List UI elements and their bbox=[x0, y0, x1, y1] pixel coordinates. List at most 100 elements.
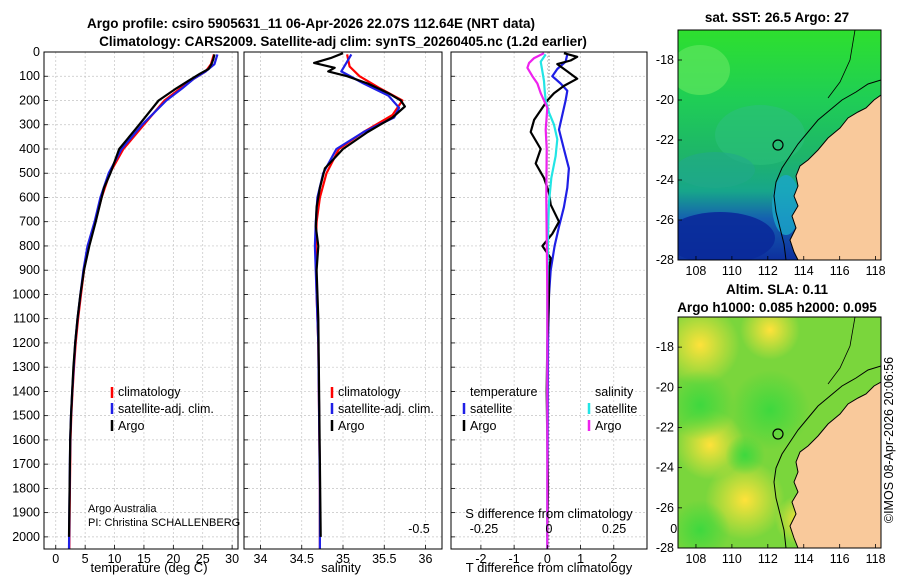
land-mass bbox=[789, 381, 881, 548]
y-tick-label: 2000 bbox=[12, 530, 40, 544]
sla-map-title-1: Altim. SLA: 0.11 bbox=[726, 282, 829, 297]
argo-position-marker bbox=[772, 428, 784, 440]
legend-satellite-adj-clim: satellite-adj. clim. bbox=[338, 402, 434, 416]
series-line-s-satellite bbox=[539, 53, 559, 549]
land-mass bbox=[789, 94, 881, 260]
y-tick-label: 400 bbox=[19, 142, 40, 156]
map-y-tick-label: -26 bbox=[656, 501, 674, 515]
x-tick-label: 1 bbox=[577, 552, 584, 566]
difference-legend: temperature satellite Argo salinity sate… bbox=[462, 385, 637, 433]
y-tick-label: 1500 bbox=[12, 409, 40, 423]
sla-map: 108 110 112 114 116 118 -18 -20 -22 -24 -26 -28 bbox=[656, 316, 886, 566]
x-tick-label: 35.5 bbox=[372, 552, 396, 566]
y-tick-label: 1900 bbox=[12, 506, 40, 520]
depth-contour bbox=[827, 317, 856, 385]
depth-contour bbox=[827, 30, 856, 99]
map-x-tick-label: 108 bbox=[686, 264, 707, 278]
y-tick-label: 600 bbox=[19, 190, 40, 204]
figure-title-line2: Climatology: CARS2009. Satellite-adj cli… bbox=[99, 34, 587, 49]
x-tick-label: 34.5 bbox=[290, 552, 314, 566]
y-tick-label: 1300 bbox=[12, 360, 40, 374]
shelf-contour bbox=[773, 365, 881, 548]
y-tick-label: 900 bbox=[19, 263, 40, 277]
x-tick-label: 25 bbox=[196, 552, 210, 566]
x-tick-label: 30 bbox=[225, 552, 239, 566]
x-tick-label: 0 bbox=[52, 552, 59, 566]
s-tick-label: 0 bbox=[546, 522, 553, 536]
figure-title-line1: Argo profile: csiro 5905631_11 06-Apr-20… bbox=[87, 16, 535, 31]
salinity-axis-label: salinity bbox=[321, 560, 361, 575]
x-tick-label: -2 bbox=[475, 552, 486, 566]
map-y-tick-label: -20 bbox=[656, 380, 674, 394]
series-line-argo bbox=[67, 54, 216, 537]
series-line-climatology bbox=[68, 54, 215, 549]
s-tick-label: -0.5 bbox=[408, 522, 430, 536]
series-line-satellite-adj-clim- bbox=[313, 53, 401, 549]
footer-pi: PI: Christina SCHALLENBERG bbox=[88, 517, 240, 529]
temperature-legend: climatology satellite-adj. clim. Argo bbox=[110, 385, 214, 433]
series-line-s-argo bbox=[526, 52, 549, 549]
map-y-tick-label: -28 bbox=[656, 253, 674, 267]
legend-satellite-adj-clim: satellite-adj. clim. bbox=[118, 402, 214, 416]
y-tick-label: 1000 bbox=[12, 287, 40, 301]
legend-s-satellite: satellite bbox=[595, 402, 637, 416]
series-line-climatology bbox=[314, 54, 404, 549]
map-y-tick-label: -18 bbox=[656, 340, 674, 354]
map-x-tick-label: 110 bbox=[722, 552, 742, 566]
x-tick-label: 34 bbox=[254, 552, 268, 566]
map-x-tick-label: 114 bbox=[794, 264, 814, 278]
x-tick-label: 10 bbox=[108, 552, 122, 566]
sla-map-title-2: Argo h1000: 0.085 h2000: 0.095 bbox=[677, 300, 877, 315]
map-y-tick-label: -18 bbox=[656, 53, 674, 67]
map-x-tick-label: 112 bbox=[758, 552, 778, 566]
series-line-argo bbox=[313, 52, 406, 537]
x-tick-label: -1 bbox=[509, 552, 520, 566]
y-tick-label: 1700 bbox=[12, 457, 40, 471]
y-tick-label: 300 bbox=[19, 118, 40, 132]
map-x-tick-label: 112 bbox=[758, 264, 778, 278]
y-tick-label: 1400 bbox=[12, 384, 40, 398]
series-line-satellite-adj-clim- bbox=[67, 54, 219, 549]
x-tick-label: 35 bbox=[336, 552, 350, 566]
y-tick-label: 1200 bbox=[12, 336, 40, 350]
salinity-legend: climatology satellite-adj. clim. Argo bbox=[330, 385, 434, 433]
y-tick-label: 1600 bbox=[12, 433, 40, 447]
map-x-tick-label: 108 bbox=[686, 552, 707, 566]
map-y-tick-label: -22 bbox=[656, 420, 674, 434]
s-tick-label: -0.25 bbox=[470, 522, 499, 536]
x-tick-label: 0 bbox=[544, 552, 551, 566]
legend-argo: Argo bbox=[338, 419, 364, 433]
temperature-axis-label: temperature (deg C) bbox=[90, 560, 207, 575]
map-y-tick-label: -24 bbox=[656, 173, 674, 187]
sst-map-title: sat. SST: 26.5 Argo: 27 bbox=[705, 10, 849, 25]
map-y-tick-label: -28 bbox=[656, 541, 674, 555]
series-line-t-satellite bbox=[546, 54, 571, 549]
y-tick-label: 1800 bbox=[12, 481, 40, 495]
map-y-tick-label: -26 bbox=[656, 213, 674, 227]
map-y-tick-label: -20 bbox=[656, 93, 674, 107]
legend-climatology: climatology bbox=[118, 385, 181, 399]
map-y-tick-label: -24 bbox=[656, 461, 674, 475]
y-tick-label: 1100 bbox=[13, 312, 40, 326]
t-difference-axis-label: T difference from climatology bbox=[466, 560, 633, 575]
map-x-tick-label: 118 bbox=[866, 264, 886, 278]
legend-climatology: climatology bbox=[338, 385, 401, 399]
y-tick-label: 700 bbox=[19, 215, 40, 229]
legend-argo: Argo bbox=[118, 419, 144, 433]
shelf-contour bbox=[773, 79, 881, 260]
x-tick-label: 36 bbox=[419, 552, 433, 566]
sst-map: 108 110 112 114 116 118 -18 -20 -22 -24 -26 -28 bbox=[656, 29, 886, 278]
y-tick-label: 500 bbox=[19, 166, 40, 180]
x-tick-label: 20 bbox=[166, 552, 180, 566]
map-x-tick-label: 116 bbox=[830, 552, 850, 566]
legend-salinity-title: salinity bbox=[595, 385, 634, 399]
y-tick-label: 0 bbox=[33, 45, 40, 59]
map-y-tick-label: -22 bbox=[656, 133, 674, 147]
legend-s-argo: Argo bbox=[595, 419, 621, 433]
s-difference-axis-label: S difference from climatology bbox=[465, 506, 633, 521]
legend-t-argo: Argo bbox=[470, 419, 496, 433]
y-tick-label: 800 bbox=[19, 239, 40, 253]
legend-t-satellite: satellite bbox=[470, 402, 512, 416]
